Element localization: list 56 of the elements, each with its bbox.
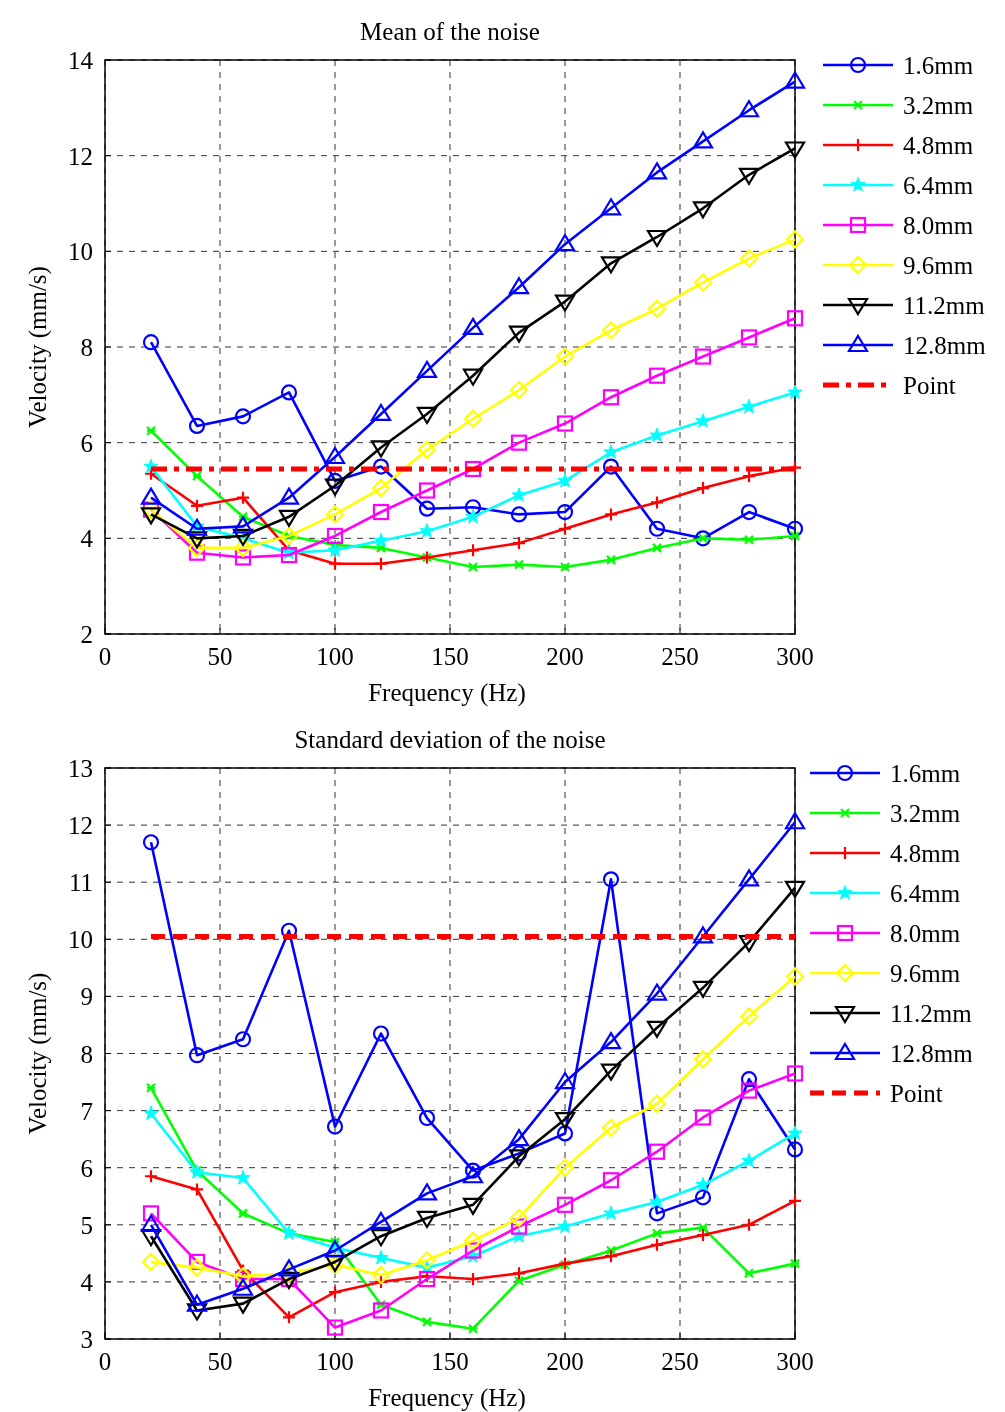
legend-label: 9.6mm (903, 252, 974, 279)
y-tick-label: 14 (68, 47, 94, 74)
y-tick-label: 3 (80, 1326, 93, 1353)
y-tick-label: 4 (80, 525, 94, 553)
y-tick-label: 9 (80, 983, 93, 1011)
x-tick-label: 200 (546, 1348, 584, 1375)
y-tick-label: 7 (80, 1097, 93, 1125)
legend-label: 11.2mm (903, 292, 986, 319)
x-tick-label: 0 (98, 1348, 112, 1375)
x-tick-label: 100 (316, 643, 354, 670)
y-tick-label: 5 (80, 1211, 93, 1239)
legend-label: 4.8mm (890, 840, 961, 867)
legend-label: 1.6mm (890, 760, 961, 787)
legend-label: 9.6mm (890, 960, 961, 987)
legend-label: Point (903, 372, 956, 399)
x-tick-label: 50 (207, 643, 233, 670)
y-tick-label: 6 (80, 429, 93, 457)
y-tick-label: 13 (68, 755, 93, 782)
legend-label: 6.4mm (903, 172, 974, 199)
x-tick-label: 0 (98, 643, 112, 670)
y-axis-title: Velocity (mm/s) (24, 266, 52, 428)
x-tick-label: 50 (207, 1348, 233, 1375)
x-tick-label: 250 (661, 1348, 699, 1375)
y-tick-label: 8 (80, 334, 93, 361)
y-tick-label: 4 (80, 1268, 94, 1296)
y-tick-label: 10 (68, 238, 93, 266)
legend-label: 3.2mm (903, 92, 974, 119)
legend-label: 1.6mm (903, 52, 974, 79)
legend-label: 11.2mm (890, 1000, 973, 1027)
legend-label: Point (890, 1080, 943, 1107)
y-tick-label: 6 (80, 1154, 93, 1182)
legend-label: 8.0mm (890, 920, 961, 947)
x-tick-label: 300 (776, 643, 814, 670)
legend-label: 12.8mm (903, 332, 987, 359)
x-tick-label: 150 (431, 1348, 469, 1375)
x-tick-label: 100 (316, 1348, 354, 1375)
y-tick-label: 8 (80, 1040, 93, 1068)
legend-label: 6.4mm (890, 880, 961, 907)
x-axis-title: Frequency (Hz) (368, 679, 526, 707)
x-tick-label: 250 (661, 643, 699, 670)
legend-label: 12.8mm (890, 1040, 974, 1067)
legend-label: 8.0mm (903, 212, 974, 239)
legend-label: 3.2mm (890, 800, 961, 827)
y-axis-title: Velocity (mm/s) (24, 972, 52, 1135)
legend-label: 4.8mm (903, 132, 974, 159)
chart-title: Mean of the noise (360, 18, 540, 45)
y-tick-label: 12 (68, 812, 93, 840)
x-axis-title: Frequency (Hz) (368, 1384, 526, 1412)
x-tick-label: 300 (776, 1348, 814, 1375)
y-tick-label: 12 (68, 142, 93, 170)
x-tick-label: 200 (546, 643, 584, 670)
y-tick-label: 10 (68, 926, 93, 954)
chart-title: Standard deviation of the noise (294, 726, 606, 753)
y-tick-label: 2 (80, 621, 93, 648)
y-tick-label: 11 (68, 869, 93, 897)
x-tick-label: 150 (431, 643, 469, 670)
